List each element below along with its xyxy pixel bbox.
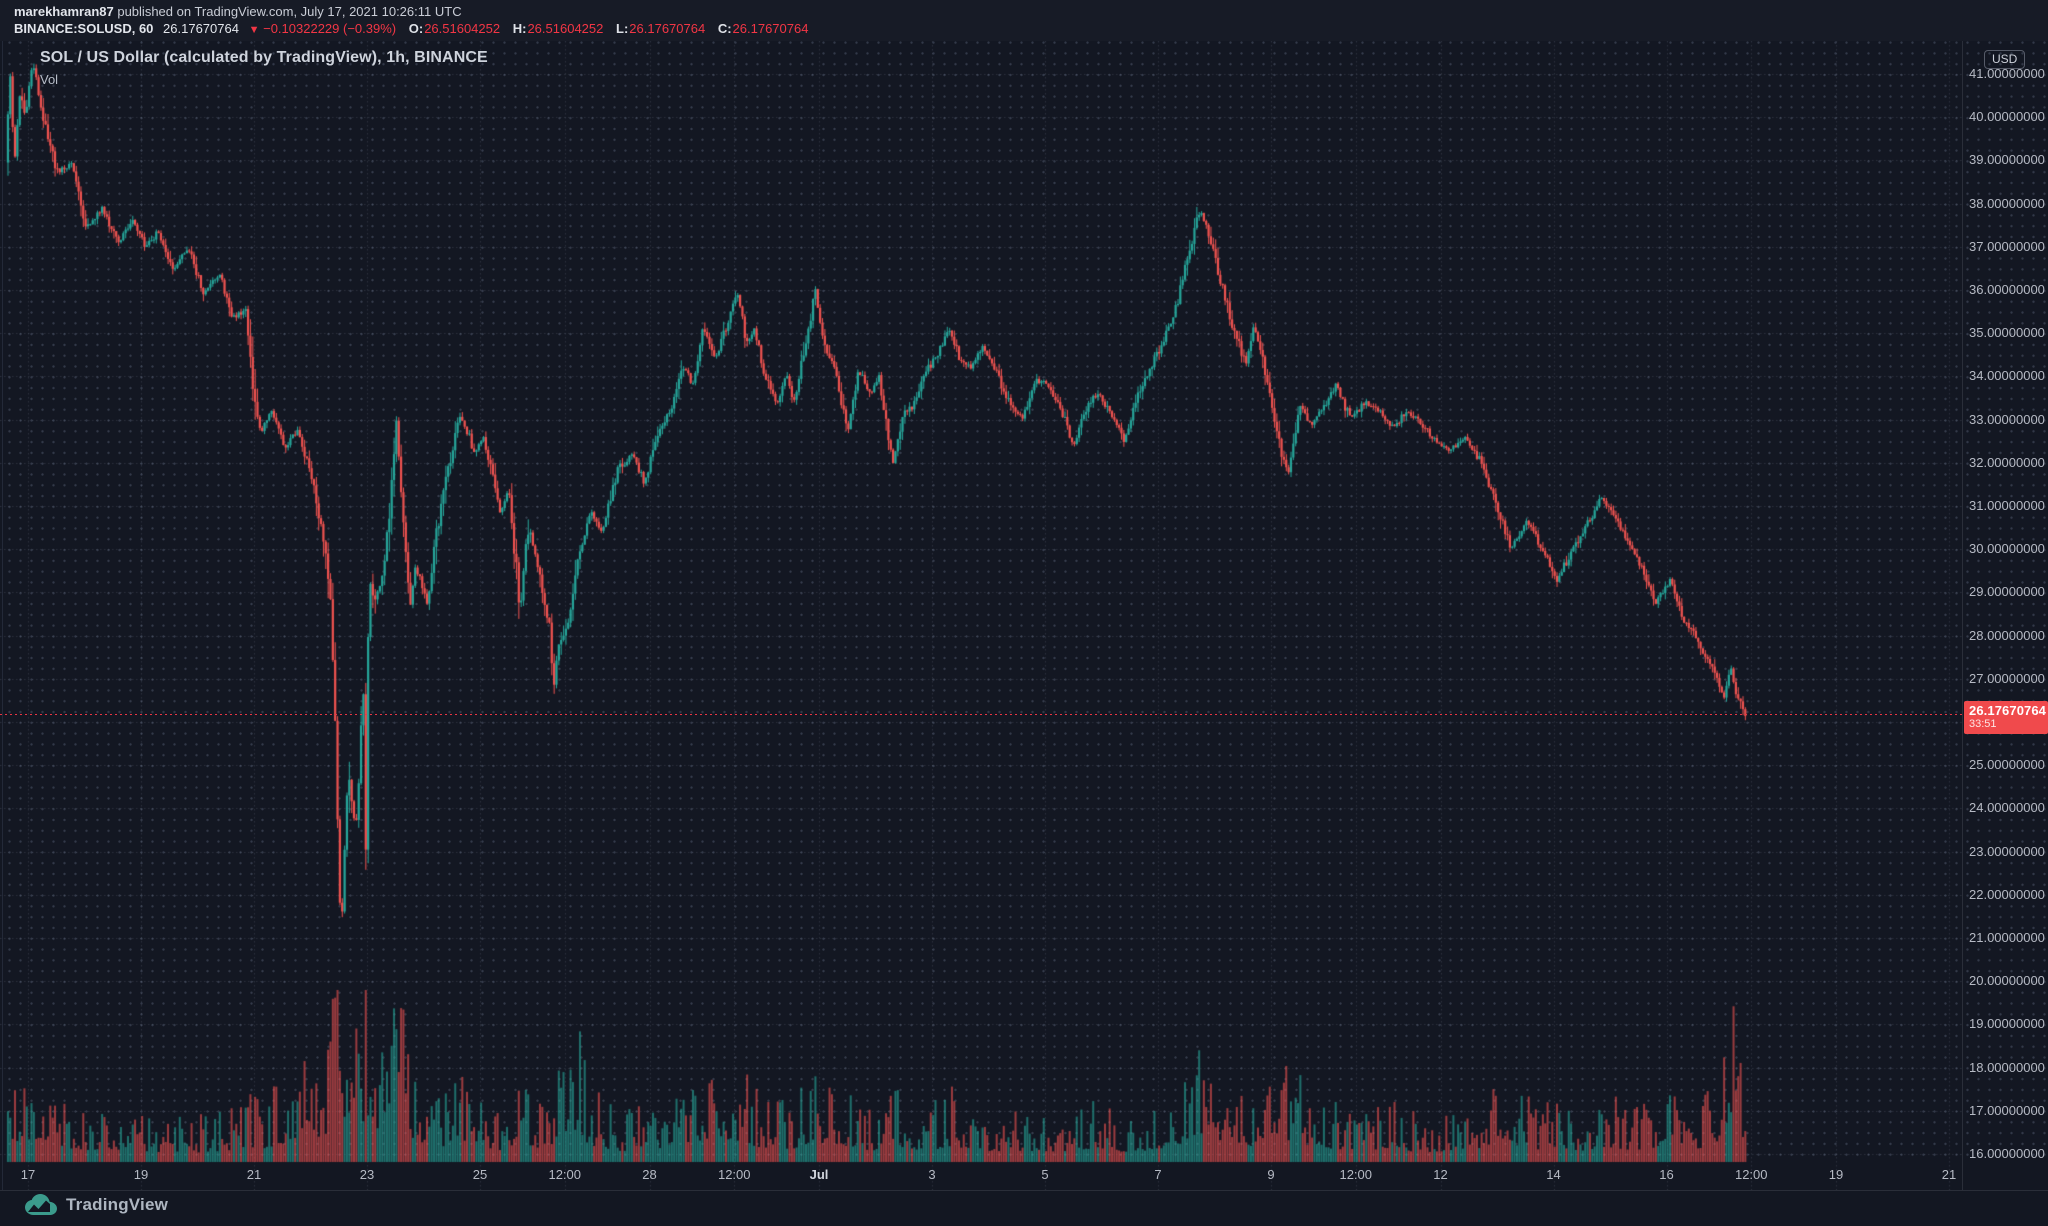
price-axis-label: 38.00000000 bbox=[1969, 196, 2045, 211]
tradingview-logo-link[interactable]: TradingView bbox=[24, 1194, 168, 1216]
time-axis-label: 23 bbox=[360, 1167, 374, 1182]
time-axis-label: 16 bbox=[1659, 1167, 1673, 1182]
time-axis-label: 17 bbox=[21, 1167, 35, 1182]
publish-bar: marekhamran87 published on TradingView.c… bbox=[0, 0, 2048, 42]
time-axis-label: 5 bbox=[1041, 1167, 1048, 1182]
low-label: L: bbox=[616, 21, 628, 36]
time-axis-label: 7 bbox=[1154, 1167, 1161, 1182]
price-axis-label: 37.00000000 bbox=[1969, 239, 2045, 254]
time-axis-label: 21 bbox=[1942, 1167, 1956, 1182]
time-axis-label: 12 bbox=[1433, 1167, 1447, 1182]
publish-line: marekhamran87 published on TradingView.c… bbox=[14, 4, 462, 19]
last-price-line bbox=[0, 714, 1962, 715]
price-axis-label: 35.00000000 bbox=[1969, 325, 2045, 340]
price-axis-label: 28.00000000 bbox=[1969, 628, 2045, 643]
badge-price: 26.17670764 bbox=[1969, 703, 2048, 718]
high-label: H: bbox=[513, 21, 527, 36]
time-axis-label: 9 bbox=[1267, 1167, 1274, 1182]
price-axis-label: 24.00000000 bbox=[1969, 800, 2045, 815]
price-axis-label: 27.00000000 bbox=[1969, 671, 2045, 686]
time-axis-label: 14 bbox=[1546, 1167, 1560, 1182]
chart-legend: SOL / US Dollar (calculated by TradingVi… bbox=[40, 49, 488, 87]
price-axis-label: 29.00000000 bbox=[1969, 584, 2045, 599]
open-label: O: bbox=[409, 21, 423, 36]
price-chart-canvas[interactable] bbox=[0, 41, 1962, 1190]
time-axis-label: 3 bbox=[928, 1167, 935, 1182]
last-price-badge: 26.17670764 33:51 bbox=[1964, 701, 2048, 734]
publish-text: published on TradingView.com, July 17, 2… bbox=[114, 4, 462, 19]
last-price-value: 26.17670764 bbox=[163, 21, 239, 36]
price-axis-label: 36.00000000 bbox=[1969, 282, 2045, 297]
price-axis-label: 18.00000000 bbox=[1969, 1060, 2045, 1075]
symbol-name: BINANCE:SOLUSD, 60 bbox=[14, 21, 153, 36]
time-axis-label: 19 bbox=[1829, 1167, 1843, 1182]
price-axis-label: 33.00000000 bbox=[1969, 412, 2045, 427]
tradingview-cloud-icon bbox=[24, 1194, 58, 1216]
time-axis-label: 12:00 bbox=[1339, 1167, 1372, 1182]
time-axis-label: 28 bbox=[642, 1167, 656, 1182]
arrow-down-icon: ▼ bbox=[249, 24, 260, 36]
price-axis-label: 41.00000000 bbox=[1969, 66, 2045, 81]
time-axis-label: 21 bbox=[247, 1167, 261, 1182]
price-axis-label: 39.00000000 bbox=[1969, 152, 2045, 167]
close-label: C: bbox=[718, 21, 732, 36]
volume-study-label: Vol bbox=[40, 72, 488, 87]
footer: TradingView bbox=[0, 1191, 2048, 1226]
brand-text: TradingView bbox=[66, 1195, 168, 1215]
badge-countdown: 33:51 bbox=[1969, 718, 2048, 730]
low-value: 26.17670764 bbox=[629, 21, 705, 36]
chart-title: SOL / US Dollar (calculated by TradingVi… bbox=[40, 49, 488, 67]
time-axis[interactable]: 17 19 21 23 25 12:00 28 12:00 Jul 3 5 7 9 12:00 12 14 16… bbox=[0, 1162, 2048, 1190]
time-axis-label: Jul bbox=[810, 1167, 829, 1182]
close-value: 26.17670764 bbox=[733, 21, 809, 36]
time-axis-label: 12:00 bbox=[548, 1167, 581, 1182]
time-axis-label: 12:00 bbox=[1735, 1167, 1768, 1182]
time-axis-label: 12:00 bbox=[718, 1167, 751, 1182]
time-axis-label: 25 bbox=[473, 1167, 487, 1182]
price-axis-label: 22.00000000 bbox=[1969, 887, 2045, 902]
symbol-status-line: BINANCE:SOLUSD, 60 26.17670764 ▼ −0.1032… bbox=[14, 21, 808, 36]
tradingview-published-chart: marekhamran87 published on TradingView.c… bbox=[0, 0, 2048, 1226]
username-link[interactable]: marekhamran87 bbox=[14, 4, 114, 19]
price-axis-label: 30.00000000 bbox=[1969, 541, 2045, 556]
price-axis-label: 40.00000000 bbox=[1969, 109, 2045, 124]
price-change: −0.10322229 (−0.39%) bbox=[263, 21, 396, 36]
price-axis-label: 32.00000000 bbox=[1969, 455, 2045, 470]
price-axis-label: 19.00000000 bbox=[1969, 1016, 2045, 1031]
open-value: 26.51604252 bbox=[424, 21, 500, 36]
time-axis-label: 19 bbox=[134, 1167, 148, 1182]
price-axis-label: 23.00000000 bbox=[1969, 844, 2045, 859]
price-axis-label: 31.00000000 bbox=[1969, 498, 2045, 513]
price-axis-label: 16.00000000 bbox=[1969, 1146, 2045, 1161]
chart-area: SOL / US Dollar (calculated by TradingVi… bbox=[0, 41, 2048, 1190]
price-axis-label: 20.00000000 bbox=[1969, 973, 2045, 988]
price-axis-label: 17.00000000 bbox=[1969, 1103, 2045, 1118]
price-axis-label: 34.00000000 bbox=[1969, 368, 2045, 383]
price-axis[interactable]: USD 26.17670764 33:51 41.0000000040.0000… bbox=[1962, 41, 2048, 1190]
price-axis-label: 25.00000000 bbox=[1969, 757, 2045, 772]
price-axis-label: 21.00000000 bbox=[1969, 930, 2045, 945]
high-value: 26.51604252 bbox=[527, 21, 603, 36]
